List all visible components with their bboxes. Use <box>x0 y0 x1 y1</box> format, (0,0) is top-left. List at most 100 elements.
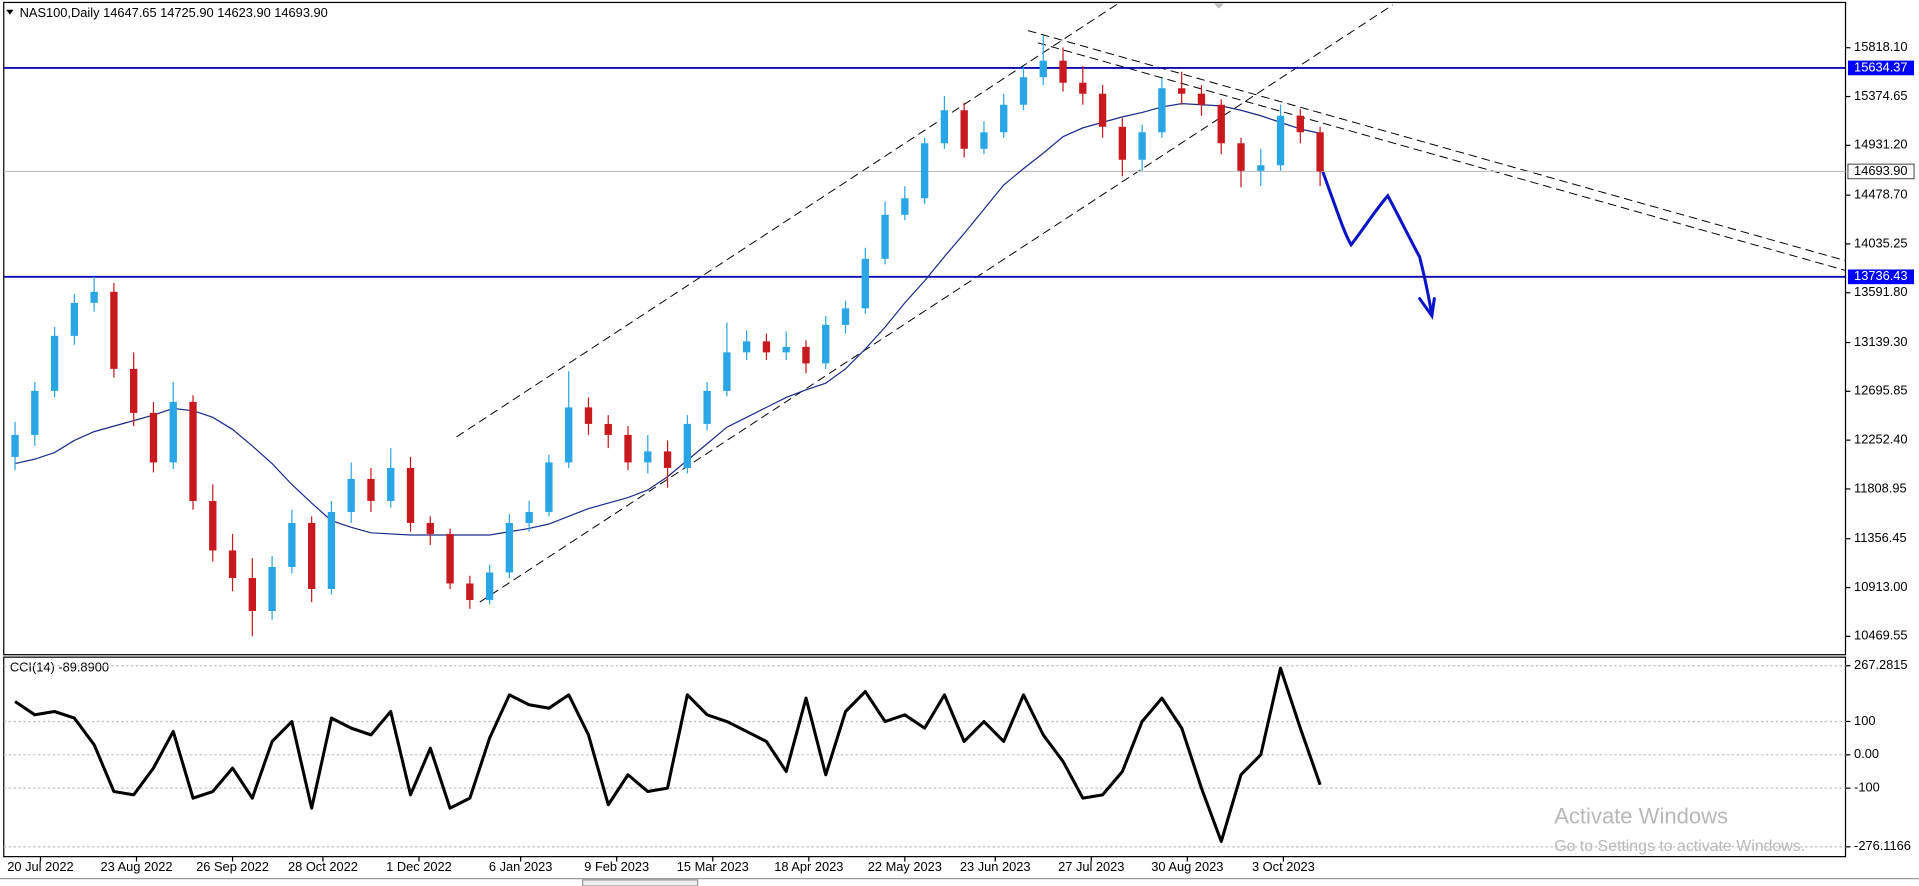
candle-body <box>644 451 652 463</box>
y-tick-label: 14035.25 <box>1854 235 1908 250</box>
channel-lower <box>479 4 1393 603</box>
candle-body <box>545 462 553 512</box>
x-tick-label: 27 Jul 2023 <box>1058 859 1124 874</box>
watermark-title: Activate Windows <box>1554 803 1728 828</box>
menu-arrow[interactable] <box>6 9 14 15</box>
level-label-box <box>1847 269 1915 285</box>
level-label: 15634.37 <box>1854 59 1908 74</box>
x-tick-label: 23 Jun 2023 <box>960 859 1031 874</box>
y-tick-label: 11356.45 <box>1854 530 1907 545</box>
candle-body <box>584 407 593 424</box>
candle-body <box>703 390 711 424</box>
candle-body <box>1079 82 1087 94</box>
candle-body <box>782 346 790 353</box>
candle-body <box>248 577 256 611</box>
y-tick-label: 11808.95 <box>1854 480 1907 495</box>
candle-body <box>861 258 869 309</box>
y-tick-label: 10469.55 <box>1854 628 1908 643</box>
candle-body <box>920 143 929 199</box>
candle-body <box>762 341 771 353</box>
y-tick-label: 13591.80 <box>1854 284 1908 299</box>
y-tick-label: 14931.20 <box>1854 137 1908 152</box>
candle-body <box>1257 165 1265 171</box>
candle-body <box>1118 126 1127 160</box>
candle-body <box>268 566 276 611</box>
candle-body <box>683 423 692 468</box>
candle-body <box>723 352 731 391</box>
x-tick-label: 18 Apr 2023 <box>774 859 843 874</box>
y-tick-label: -276.1166 <box>1854 838 1911 853</box>
last-price-label: 14693.90 <box>1854 163 1908 178</box>
candle-body <box>130 368 138 413</box>
candle-body <box>90 291 98 303</box>
candle-body <box>426 522 434 534</box>
x-tick-label: 1 Dec 2022 <box>386 859 452 874</box>
candle-body <box>1237 143 1245 171</box>
cci-line <box>14 666 1322 843</box>
candle-body <box>189 401 197 501</box>
candle-body <box>387 467 395 501</box>
candle-body <box>327 511 336 589</box>
indicator-panel <box>3 656 1847 858</box>
candle-body <box>70 302 79 336</box>
candle-body <box>1039 60 1047 78</box>
candle-body <box>1276 115 1285 166</box>
candle-body <box>209 500 217 551</box>
y-tick-label: 10913.00 <box>1854 579 1908 594</box>
x-tick-label: 28 Oct 2022 <box>288 859 358 874</box>
forecast-arrow <box>1320 167 1436 320</box>
x-tick-label: 20 Jul 2022 <box>7 859 73 874</box>
y-tick-label: 12695.85 <box>1854 383 1908 398</box>
trendlines <box>456 2 1846 603</box>
candle-body <box>1217 104 1225 144</box>
x-tick-label: 30 Aug 2023 <box>1151 859 1223 874</box>
candle-body <box>406 467 415 523</box>
candle-body <box>307 522 316 589</box>
candle-body <box>1296 115 1304 133</box>
candle-body <box>940 110 949 144</box>
candle-body <box>149 412 158 463</box>
x-tick-label: 23 Aug 2022 <box>100 859 172 874</box>
resistance-line <box>1037 42 1846 271</box>
candle-body <box>1059 60 1067 83</box>
y-tick-label: 15818.10 <box>1854 39 1908 54</box>
candle-body <box>960 110 968 149</box>
candle-body <box>228 550 237 578</box>
candle-body <box>1158 88 1166 133</box>
candle-body <box>466 583 474 600</box>
x-tick-label: 3 Oct 2023 <box>1252 859 1315 874</box>
candle-body <box>565 407 573 463</box>
candle-body <box>1316 132 1324 172</box>
candle-body <box>604 423 612 435</box>
candle-body <box>901 198 909 215</box>
last-price-box <box>1847 163 1915 180</box>
candle-body <box>525 511 533 523</box>
candle-body <box>50 335 59 391</box>
candle-body <box>841 308 850 325</box>
y-tick-label: 15374.65 <box>1854 88 1908 103</box>
shift-marker <box>1214 3 1224 9</box>
level-label: 13736.43 <box>1854 268 1908 283</box>
candle-body <box>11 434 19 457</box>
y-tick-label: 14478.70 <box>1854 187 1908 202</box>
y-tick-label: 100 <box>1854 713 1875 728</box>
y-tick-label: 267.2815 <box>1854 657 1908 672</box>
candle-body <box>446 533 454 584</box>
candle-body <box>663 451 672 468</box>
y-tick-label: 12252.40 <box>1854 432 1908 447</box>
candle-body <box>485 572 494 600</box>
chart-title: NAS100,Daily 14647.65 14725.90 14623.90 … <box>20 5 328 20</box>
candle-body <box>110 291 118 369</box>
x-tick-label: 15 Mar 2023 <box>677 859 749 874</box>
x-tick-label: 6 Jan 2023 <box>489 859 552 874</box>
price-panel <box>3 1 1847 656</box>
candle-body <box>288 522 296 567</box>
channel-upper <box>456 2 1121 438</box>
candle-body <box>1000 104 1008 133</box>
candle-body <box>1197 93 1206 105</box>
candle-body <box>624 434 632 463</box>
candle-body <box>505 522 514 573</box>
scroll-thumb[interactable] <box>581 879 699 886</box>
y-tick-label: 0.00 <box>1854 746 1879 761</box>
